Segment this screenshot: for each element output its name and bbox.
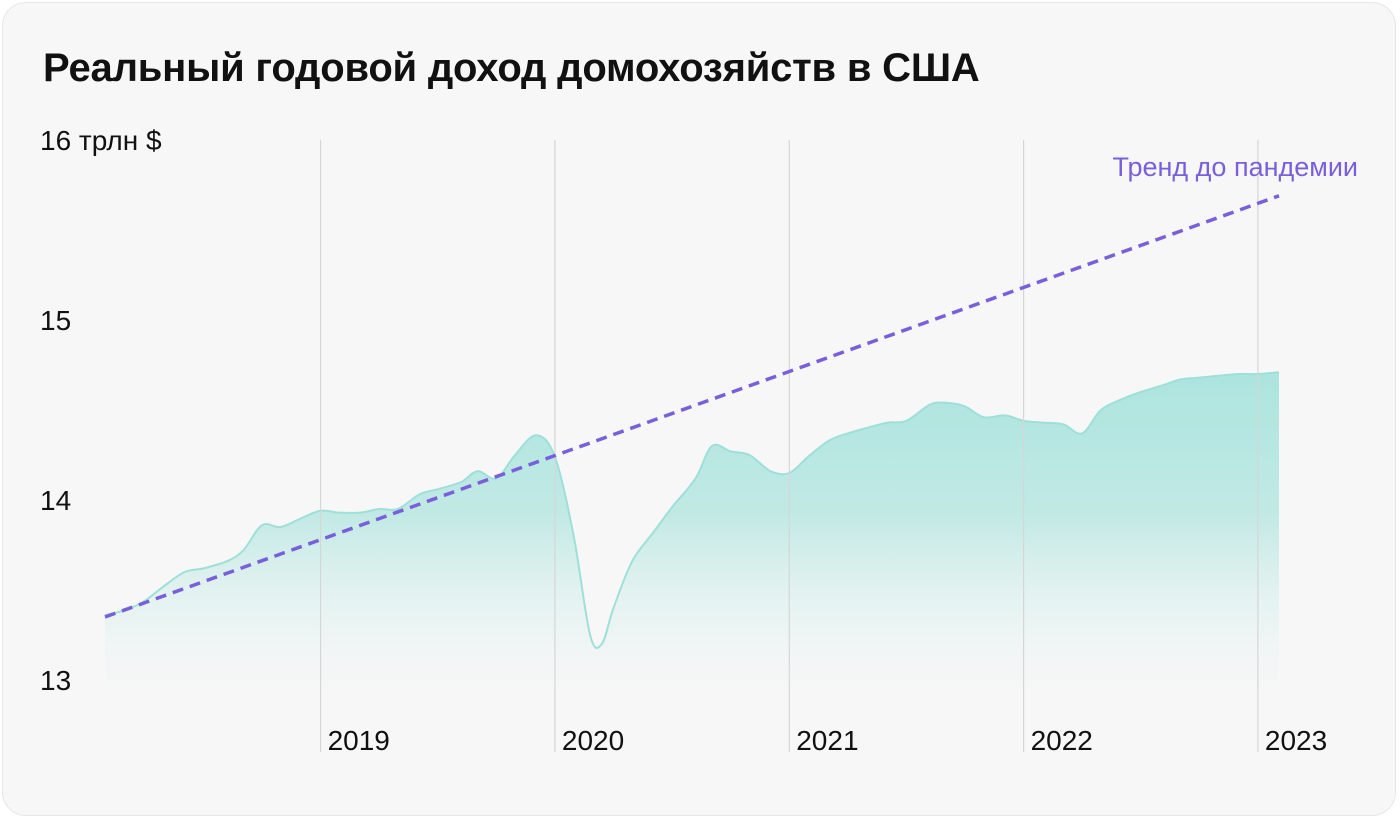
- x-tick-label: 2021: [796, 725, 858, 756]
- x-tick-label: 2023: [1265, 725, 1327, 756]
- y-tick-label: 13: [40, 665, 71, 696]
- series-line: [104, 371, 1280, 649]
- x-tick-label: 2022: [1031, 725, 1093, 756]
- y-tick-label: 15: [40, 305, 71, 336]
- series-area: [104, 371, 1280, 690]
- trend-series: [104, 194, 1280, 619]
- x-tick-label: 2020: [562, 725, 624, 756]
- trend-line: [104, 194, 1280, 619]
- gridlines: [319, 140, 1259, 752]
- trend-label: Тренд до пандемии: [1113, 152, 1359, 182]
- y-tick-label: 16 трлн $: [40, 125, 162, 156]
- series-area-fill: [105, 372, 1279, 690]
- chart-title: Реальный годовой доход домохозяйств в СШ…: [43, 46, 980, 90]
- y-tick-label: 14: [40, 485, 71, 516]
- x-tick-label: 2019: [328, 725, 390, 756]
- axis-labels: Тренд до пандемии 13 14 15 16 трлн $ 2019 2020…: [40, 125, 1358, 756]
